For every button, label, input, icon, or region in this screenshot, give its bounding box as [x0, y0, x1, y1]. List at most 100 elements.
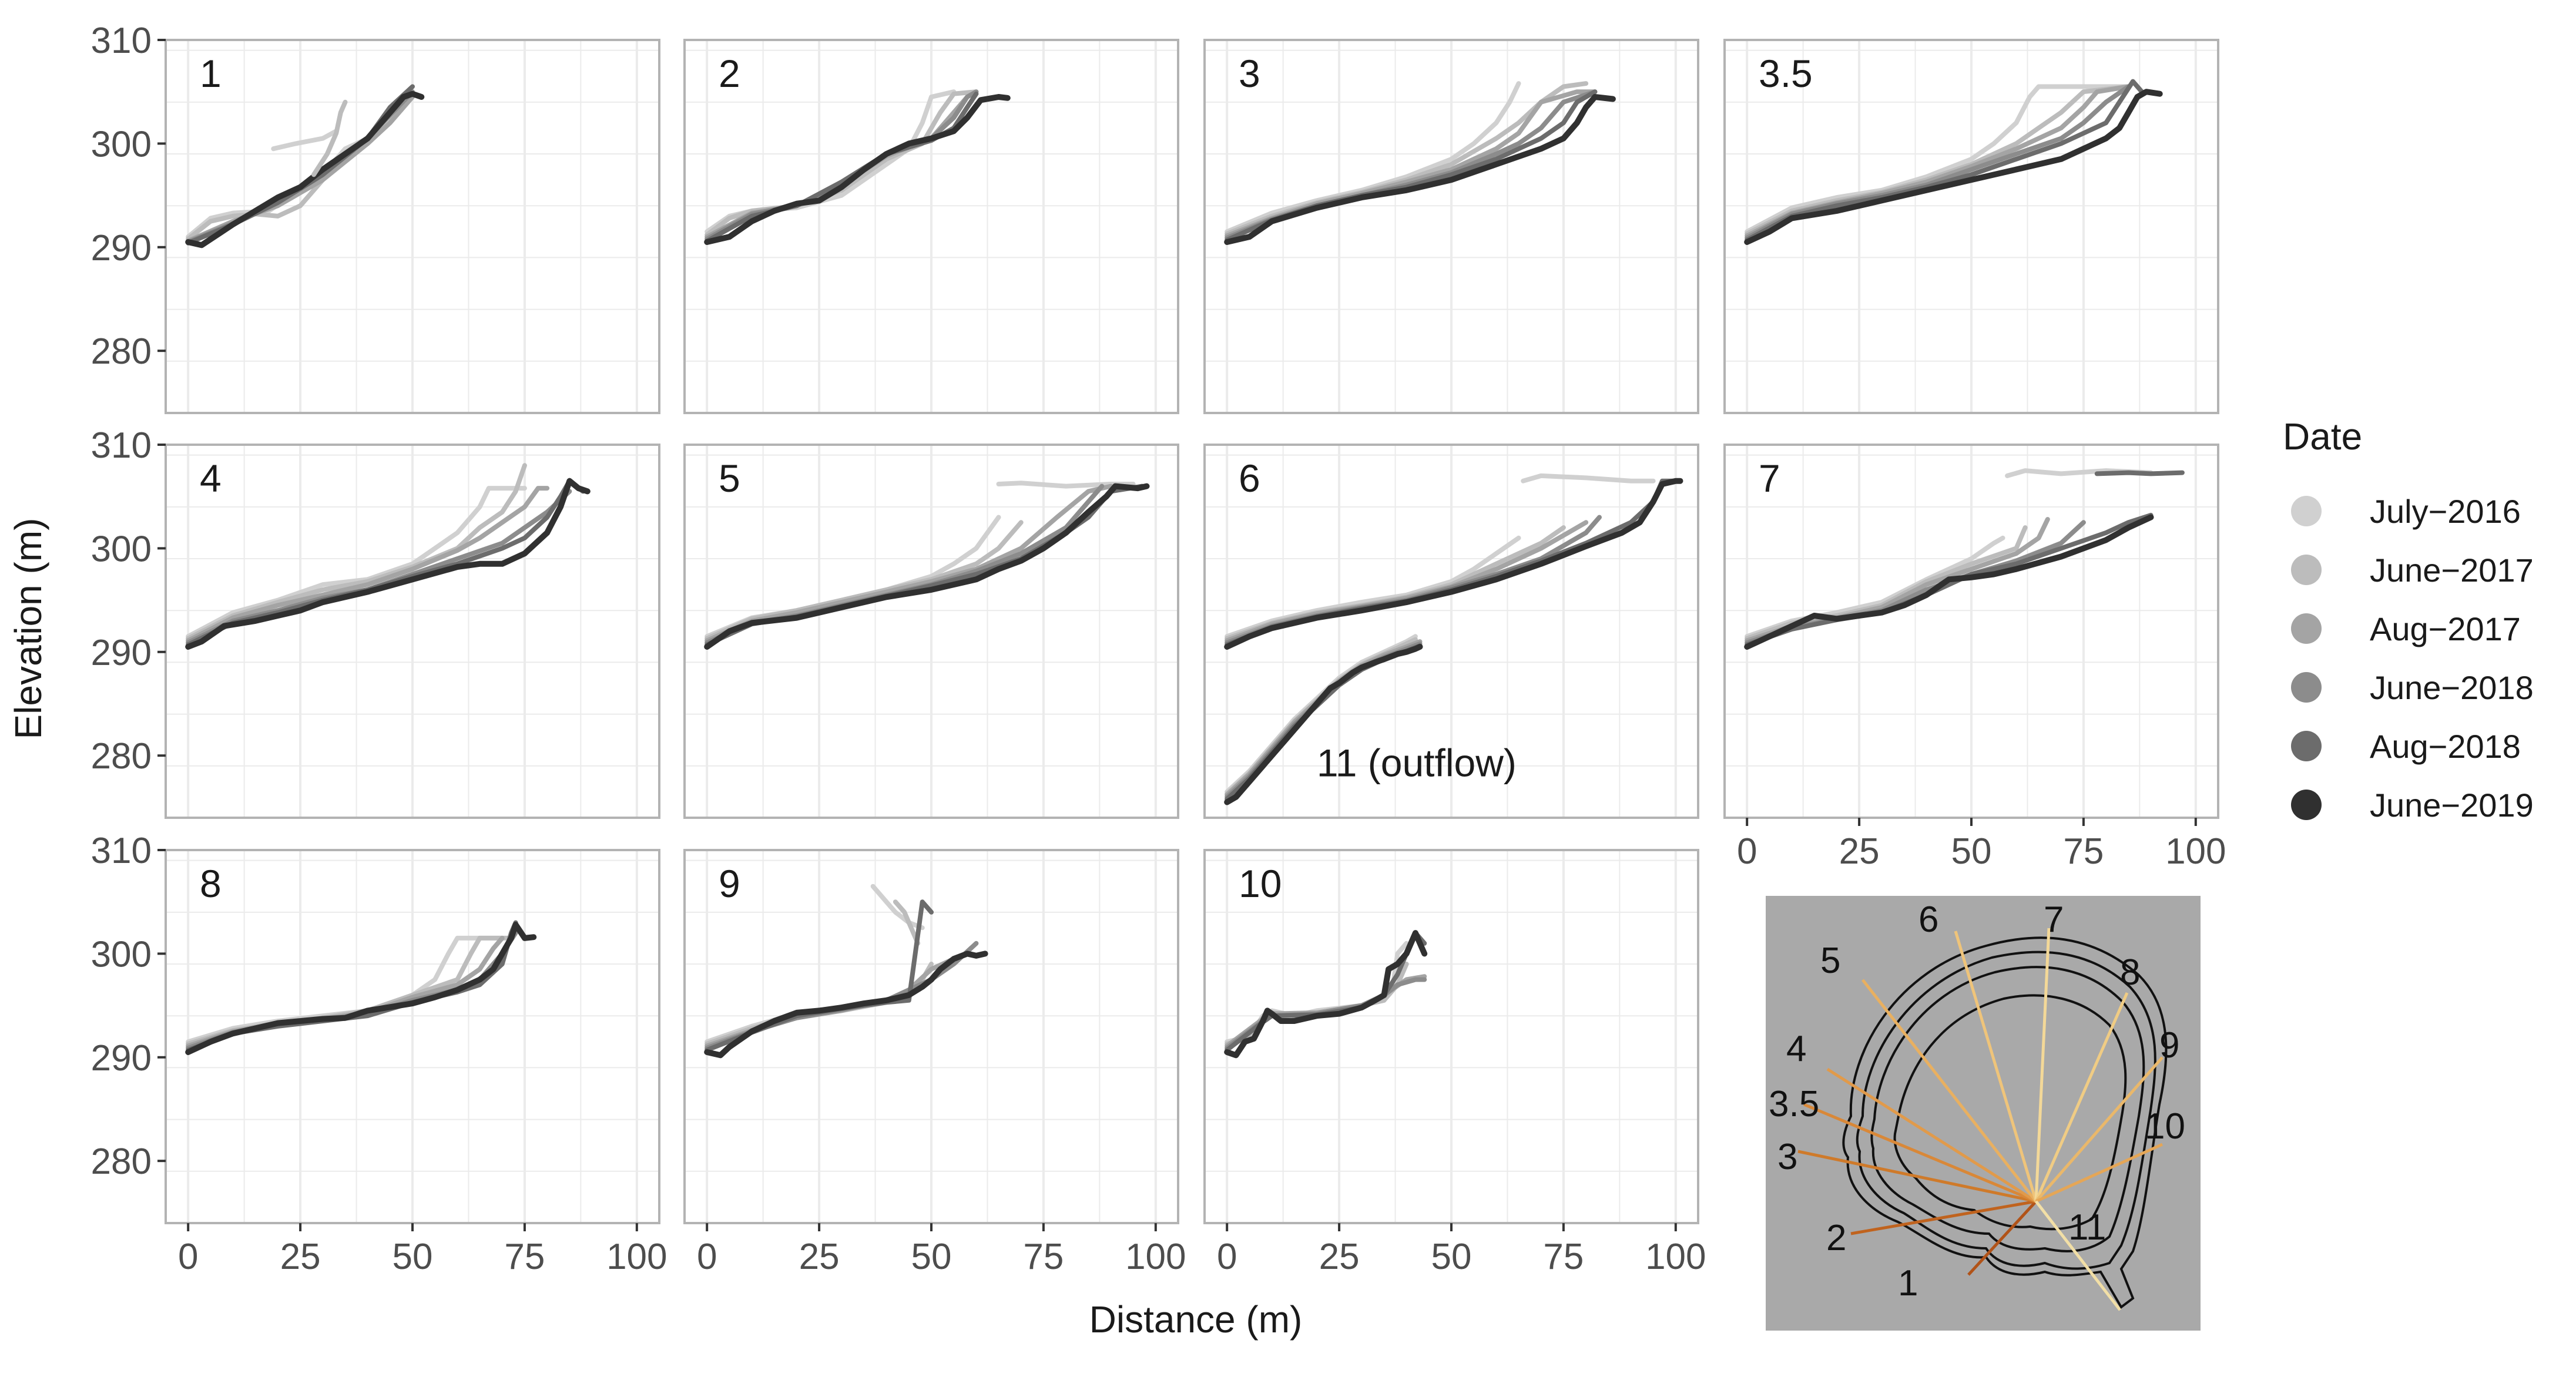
y-tick-label: 300 [91, 529, 152, 569]
y-tick-label: 300 [91, 934, 152, 975]
legend-key [2291, 731, 2322, 761]
transect-line [2034, 928, 2051, 1202]
y-tick-label: 280 [91, 1141, 152, 1182]
panel-border [683, 444, 1179, 819]
x-tick-label: 25 [280, 1237, 321, 1277]
panel-label: 10 [1239, 862, 1282, 905]
y-tick-label: 310 [91, 425, 152, 466]
legend-key [2291, 613, 2322, 644]
panel-label: 3.5 [1759, 52, 1813, 95]
series-line [704, 94, 1011, 245]
panel-label: 3 [1239, 52, 1260, 95]
series-line [1744, 514, 2154, 650]
panel-label: 4 [200, 456, 222, 500]
facet-panel: 11 (outflow) 6 [1203, 444, 1699, 819]
x-tick-label: 0 [697, 1237, 717, 1277]
legend: Date July−2016 June−2017 Aug−2017 June−2018… [2283, 415, 2534, 824]
panel-border [1203, 444, 1699, 819]
transect-label: 3 [1777, 1137, 1797, 1177]
series-line [2094, 470, 2185, 476]
series-line [704, 483, 1150, 650]
x-axis-title: Distance (m) [1089, 1298, 1303, 1341]
transect-label: 3.5 [1769, 1084, 1819, 1124]
transect-line [1954, 931, 2038, 1202]
transect-label: 10 [2145, 1106, 2185, 1147]
facet-panel: 8 280 290 300 310 0 25 50 75 100 [91, 831, 668, 1277]
x-tick-label: 0 [178, 1237, 198, 1277]
transect-line [1826, 1067, 2037, 1203]
transect-line [1797, 1150, 2037, 1203]
transect-label: 2 [1826, 1218, 1846, 1258]
x-tick-label: 75 [2063, 831, 2104, 872]
facet-panel: 5 [683, 444, 1179, 819]
y-tick-label: 280 [91, 736, 152, 777]
series-line [1745, 84, 2131, 234]
transect-line [1967, 1200, 2037, 1276]
series-line [704, 951, 988, 1059]
y-tick-label: 290 [91, 228, 152, 268]
legend-label: June−2019 [2370, 787, 2534, 824]
series-line [186, 478, 586, 647]
x-tick-label: 75 [1543, 1237, 1584, 1277]
transect-label: 9 [2159, 1025, 2179, 1066]
inset-map: 1 2 3 3.5 4 5 6 7 89 10 11 [1766, 896, 2201, 1331]
panel-label: 1 [200, 52, 222, 95]
transect-line [1861, 979, 2037, 1203]
x-tick-label: 50 [1951, 831, 1992, 872]
facet-panel: 9 0 25 50 75 100 [683, 849, 1186, 1277]
transect-label: 7 [2044, 899, 2064, 940]
x-tick-label: 100 [606, 1237, 667, 1277]
facet-panel: 7 0 25 50 75 100 [1723, 444, 2226, 872]
crater-outline [1856, 951, 2156, 1270]
panel-label: 2 [719, 52, 740, 95]
y-tick-label: 290 [91, 1038, 152, 1079]
series-line [1225, 81, 1521, 234]
panel-label: 7 [1759, 456, 1780, 500]
x-tick-label: 25 [799, 1237, 840, 1277]
x-tick-label: 100 [2165, 831, 2226, 872]
crater-outline [1842, 936, 2168, 1309]
y-tick-label: 310 [91, 831, 152, 871]
series-line [185, 478, 591, 650]
panel-label: 5 [719, 456, 740, 500]
transect-line [1803, 1103, 2037, 1203]
series-line [186, 486, 550, 643]
legend-label: June−2017 [2370, 552, 2534, 589]
series-line [311, 99, 348, 177]
series-line [1521, 473, 1656, 483]
panel-border [165, 39, 660, 414]
transect-label: 8 [2120, 952, 2140, 993]
series-line [705, 483, 1113, 643]
facet-panel: 4 280 290 300 310 [91, 425, 660, 819]
legend-key [2291, 672, 2322, 703]
panel-border [683, 39, 1179, 414]
x-tick-label: 0 [1737, 831, 1757, 872]
crater-outline [1893, 994, 2127, 1231]
x-tick-label: 75 [504, 1237, 545, 1277]
legend-key [2291, 790, 2322, 820]
series-line [1744, 89, 2163, 245]
legend-label: June−2018 [2370, 669, 2534, 706]
transect-label: 6 [1918, 899, 1938, 940]
series-line [271, 129, 339, 152]
legend-title: Date [2283, 415, 2362, 458]
legend-label: Aug−2018 [2370, 728, 2521, 765]
y-tick-label: 290 [91, 633, 152, 673]
facet-panel: 3.5 [1723, 39, 2219, 414]
legend-key [2291, 555, 2322, 585]
x-tick-label: 0 [1217, 1237, 1237, 1277]
panel-label: 9 [719, 862, 740, 905]
series-line [185, 90, 425, 248]
transect-line [1850, 1200, 2037, 1235]
series-line [1224, 930, 1428, 1059]
series-line [1745, 79, 2145, 243]
x-tick-label: 50 [911, 1237, 952, 1277]
y-tick-label: 280 [91, 331, 152, 372]
panel-label: 6 [1239, 456, 1260, 500]
y-axis-title: Elevation (m) [7, 518, 49, 740]
transect-label: 1 [1898, 1263, 1918, 1304]
x-tick-label: 100 [1125, 1237, 1186, 1277]
panel-label: 8 [200, 862, 222, 905]
